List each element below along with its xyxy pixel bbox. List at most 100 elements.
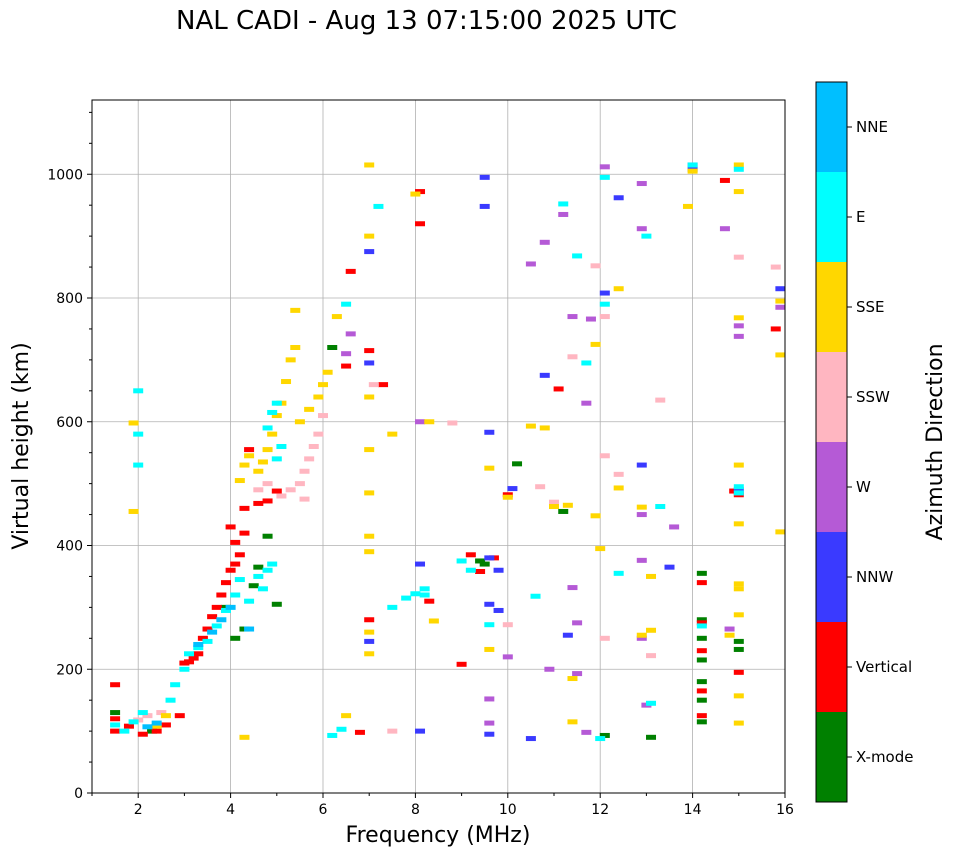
data-point: [234, 577, 245, 583]
data-point: [230, 539, 241, 545]
x-tick-label: 10: [499, 802, 517, 818]
data-point: [202, 638, 213, 644]
data-point: [364, 617, 375, 623]
y-tick-label: 200: [56, 662, 83, 678]
data-point: [341, 351, 352, 357]
data-point: [276, 444, 287, 449]
data-point: [733, 521, 744, 527]
data-point: [419, 586, 430, 592]
data-point: [341, 301, 352, 307]
data-point: [636, 512, 647, 518]
data-point: [294, 481, 305, 487]
data-point: [137, 710, 148, 716]
colorbar-segment: [816, 172, 847, 262]
data-point: [733, 323, 744, 329]
data-point: [613, 570, 624, 576]
data-point: [641, 233, 652, 239]
colorbar-tick-label: E: [856, 208, 865, 226]
data-point: [341, 363, 352, 369]
x-tick-label: 14: [684, 802, 702, 818]
data-point: [267, 561, 278, 567]
data-point: [484, 731, 495, 737]
data-point: [271, 488, 282, 494]
data-point: [733, 254, 744, 260]
data-point: [539, 425, 550, 431]
data-point: [733, 166, 744, 172]
data-point: [202, 626, 213, 632]
data-point: [174, 713, 185, 719]
data-point: [225, 604, 236, 610]
data-point: [484, 465, 495, 471]
data-point: [636, 462, 647, 468]
data-point: [364, 394, 375, 400]
data-point: [253, 500, 264, 506]
data-point: [636, 557, 647, 563]
data-point: [696, 679, 707, 685]
data-point: [544, 666, 555, 672]
data-point: [230, 561, 241, 567]
data-point: [484, 622, 495, 628]
chart-title: NAL CADI - Aug 13 07:15:00 2025 UTC: [176, 6, 677, 36]
data-point: [456, 661, 467, 667]
data-point: [535, 484, 546, 490]
data-point: [733, 315, 744, 321]
data-point: [341, 713, 352, 719]
data-point: [364, 490, 375, 496]
data-point: [230, 635, 241, 641]
data-point: [160, 713, 171, 719]
data-point: [110, 722, 121, 728]
data-point: [599, 732, 610, 738]
data-point: [733, 487, 744, 493]
data-point: [248, 583, 259, 589]
data-point: [110, 716, 121, 722]
data-point: [354, 729, 365, 735]
data-point: [234, 552, 245, 558]
data-point: [253, 487, 264, 493]
data-point: [271, 400, 282, 406]
data-point: [128, 508, 139, 514]
data-point: [636, 632, 647, 638]
data-point: [262, 498, 273, 504]
data-point: [724, 626, 735, 632]
data-point: [193, 645, 204, 651]
data-point: [128, 719, 139, 725]
data-point: [267, 431, 278, 437]
data-point: [331, 314, 342, 320]
data-point: [364, 360, 375, 366]
data-point: [257, 586, 268, 592]
data-point: [696, 570, 707, 576]
data-point: [696, 719, 707, 725]
data-point: [318, 413, 328, 419]
data-point: [567, 314, 578, 320]
data-point: [613, 471, 624, 477]
data-point: [151, 723, 162, 729]
data-point: [733, 189, 744, 195]
data-point: [646, 627, 657, 633]
x-tick-label: 12: [591, 802, 609, 818]
data-point: [733, 612, 744, 618]
data-point: [669, 524, 680, 530]
data-point: [424, 598, 435, 604]
data-point: [244, 453, 255, 459]
data-point: [525, 261, 536, 267]
data-point: [512, 461, 523, 467]
data-point: [558, 201, 569, 207]
data-point: [216, 617, 227, 623]
data-point: [415, 419, 426, 425]
data-point: [696, 635, 707, 641]
y-tick-label: 1000: [47, 167, 83, 183]
colorbar-segment: [816, 712, 847, 802]
data-point: [502, 494, 513, 500]
data-point: [225, 567, 236, 573]
data-point: [193, 642, 204, 647]
data-point: [133, 431, 144, 437]
data-point: [137, 731, 148, 737]
data-point: [770, 264, 781, 270]
data-point: [308, 444, 319, 449]
data-point: [364, 249, 375, 255]
data-point: [364, 651, 375, 657]
data-point: [567, 719, 578, 725]
data-point: [599, 453, 610, 459]
data-point: [733, 333, 744, 339]
data-point: [646, 700, 657, 706]
